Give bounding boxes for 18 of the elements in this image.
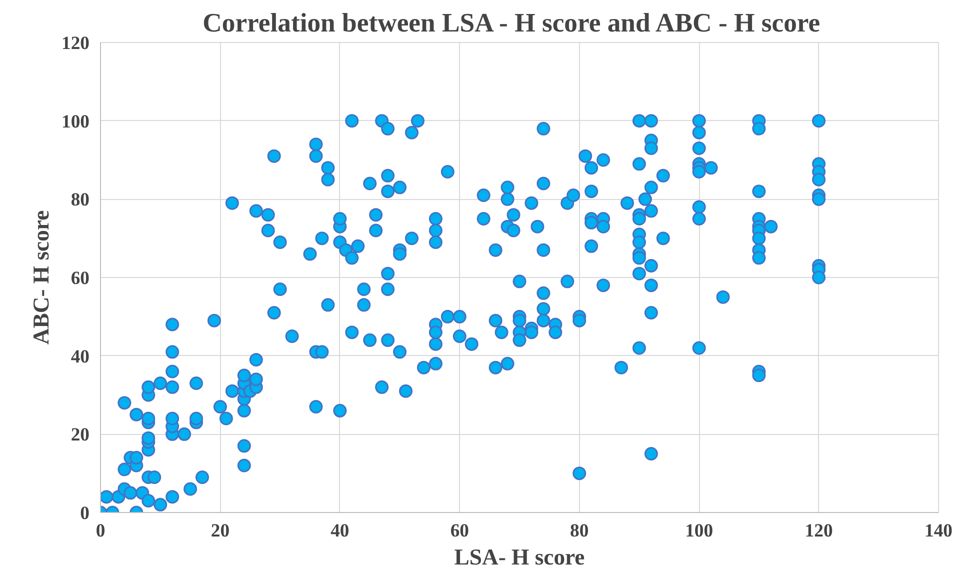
x-tick-label: 120 [804, 520, 833, 542]
y-tick-label: 0 [80, 503, 90, 524]
x-tick-label: 80 [570, 520, 589, 542]
x-tick-label: 140 [924, 520, 952, 542]
x-tick-label: 20 [210, 520, 230, 542]
x-tick-label: 60 [450, 520, 469, 542]
y-axis-title: ABC- H score [28, 210, 54, 345]
chart-title: Correlation between LSA - H score and ABC - H score [202, 8, 820, 38]
x-tick-label: 40 [330, 520, 350, 542]
x-tick-label: 0 [96, 520, 106, 542]
x-axis-title: LSA- H score [454, 544, 585, 570]
y-tick-label: 40 [70, 346, 90, 368]
y-tick-label: 60 [70, 268, 90, 289]
y-tick-label: 80 [70, 190, 90, 211]
x-tick-label: 100 [685, 520, 714, 542]
y-tick-label: 20 [70, 424, 90, 446]
y-tick-label: 120 [62, 33, 90, 54]
y-tick-label: 100 [62, 111, 90, 132]
